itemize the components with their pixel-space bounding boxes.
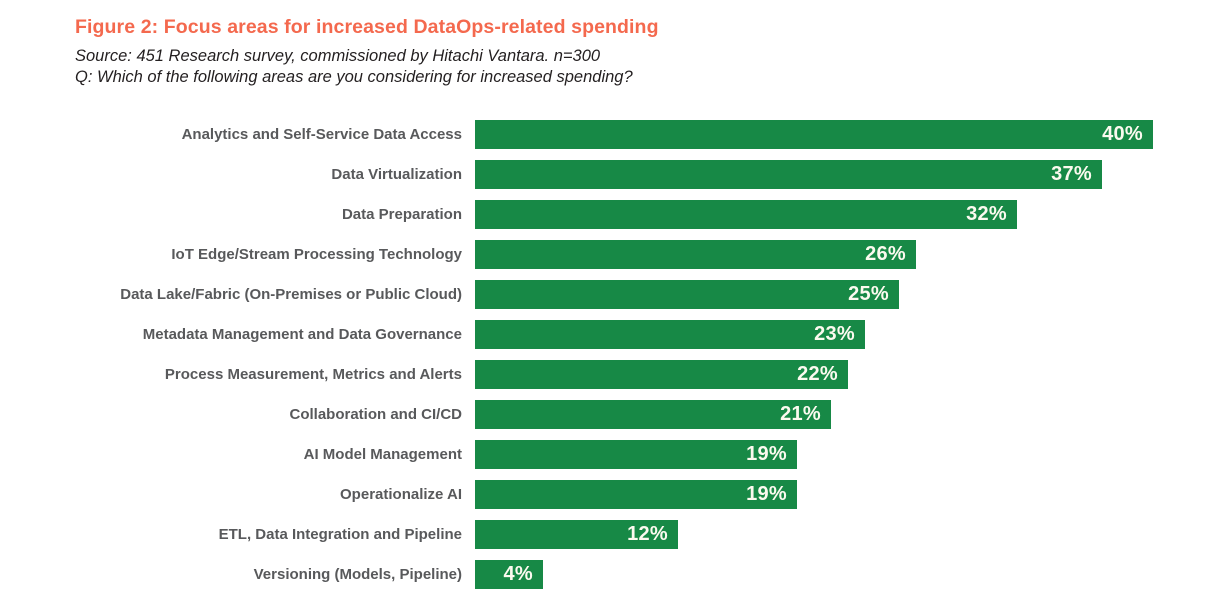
bar-chart: Analytics and Self-Service Data Access 40…	[0, 120, 1218, 589]
chart-row: Analytics and Self-Service Data Access 40…	[0, 120, 1218, 149]
value-label: 19%	[746, 483, 787, 505]
bar: 19%	[475, 440, 797, 469]
bar: 22%	[475, 360, 848, 389]
value-label: 40%	[1102, 123, 1143, 145]
bar: 4%	[475, 560, 543, 589]
value-label: 26%	[865, 243, 906, 265]
value-label: 32%	[966, 203, 1007, 225]
category-label: IoT Edge/Stream Processing Technology	[171, 246, 462, 263]
category-label: Data Lake/Fabric (On-Premises or Public …	[120, 286, 462, 303]
chart-row: IoT Edge/Stream Processing Technology 26%	[0, 240, 1218, 269]
chart-row: Data Preparation 32%	[0, 200, 1218, 229]
bar: 37%	[475, 160, 1102, 189]
value-label: 23%	[814, 323, 855, 345]
category-label: Versioning (Models, Pipeline)	[253, 566, 462, 583]
chart-row: Data Virtualization 37%	[0, 160, 1218, 189]
bar: 21%	[475, 400, 831, 429]
source-text: Source: 451 Research survey, commissione…	[75, 47, 601, 65]
category-label: Metadata Management and Data Governance	[142, 326, 462, 343]
value-label: 4%	[503, 563, 533, 585]
figure-title: Figure 2: Focus areas for increased Data…	[75, 16, 659, 38]
question-text: Q: Which of the following areas are you …	[75, 68, 633, 86]
value-label: 21%	[780, 403, 821, 425]
category-label: Data Preparation	[341, 206, 462, 223]
category-label: Process Measurement, Metrics and Alerts	[164, 366, 462, 383]
category-label: ETL, Data Integration and Pipeline	[218, 526, 462, 543]
category-label: Data Virtualization	[331, 166, 462, 183]
chart-row: Metadata Management and Data Governance 2…	[0, 320, 1218, 349]
value-label: 25%	[848, 283, 889, 305]
category-label: AI Model Management	[303, 446, 462, 463]
value-label: 12%	[627, 523, 668, 545]
chart-header: Figure 2: Focus areas for increased Data…	[75, 16, 1175, 88]
chart-row: ETL, Data Integration and Pipeline 12%	[0, 520, 1218, 549]
chart-row: Collaboration and CI/CD 21%	[0, 400, 1218, 429]
bar: 23%	[475, 320, 865, 349]
bar: 40%	[475, 120, 1153, 149]
value-label: 37%	[1051, 163, 1092, 185]
chart-row: Operationalize AI 19%	[0, 480, 1218, 509]
category-label: Collaboration and CI/CD	[289, 406, 463, 423]
chart-row: AI Model Management 19%	[0, 440, 1218, 469]
category-label: Analytics and Self-Service Data Access	[181, 126, 462, 143]
bar: 12%	[475, 520, 678, 549]
bar: 25%	[475, 280, 899, 309]
bar: 19%	[475, 480, 797, 509]
value-label: 19%	[746, 443, 787, 465]
bar: 26%	[475, 240, 916, 269]
bar: 32%	[475, 200, 1017, 229]
category-label: Operationalize AI	[340, 486, 462, 503]
chart-row: Process Measurement, Metrics and Alerts 2…	[0, 360, 1218, 389]
chart-row: Data Lake/Fabric (On-Premises or Public …	[0, 280, 1218, 309]
chart-row: Versioning (Models, Pipeline) 4%	[0, 560, 1218, 589]
value-label: 22%	[797, 363, 838, 385]
